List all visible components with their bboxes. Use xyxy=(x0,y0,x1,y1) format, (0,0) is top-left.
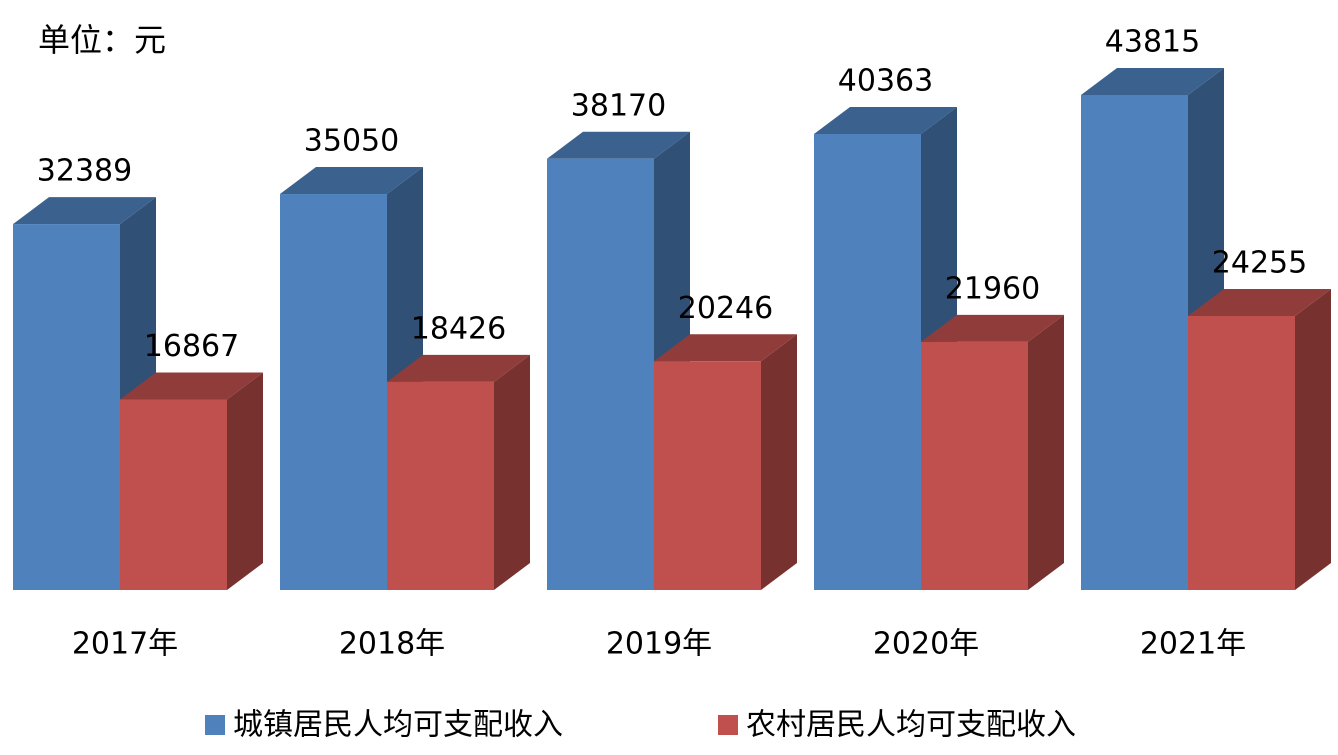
data-label: 35050 xyxy=(304,124,399,159)
data-label: 20246 xyxy=(678,291,773,326)
bar-top xyxy=(654,334,797,362)
bar-top xyxy=(1081,68,1224,95)
data-label: 16867 xyxy=(144,329,239,364)
x-tick-label: 2021年 xyxy=(1140,627,1246,662)
bar xyxy=(1188,315,1295,590)
x-tick-label: 2020年 xyxy=(873,627,979,662)
data-label: 18426 xyxy=(411,311,506,346)
bar xyxy=(654,361,761,590)
legend-swatch xyxy=(205,715,225,735)
bar-side xyxy=(1028,314,1064,590)
legend-swatch xyxy=(718,715,738,735)
bar xyxy=(120,399,227,590)
data-label: 21960 xyxy=(945,271,1040,306)
unit-label: 单位：元 xyxy=(38,21,166,59)
bar xyxy=(921,341,1028,590)
bar xyxy=(814,133,921,591)
data-label: 38170 xyxy=(571,88,666,123)
bar-top xyxy=(13,197,156,225)
bar-top xyxy=(921,314,1064,342)
bar xyxy=(1081,95,1188,590)
bar-top xyxy=(814,106,957,134)
bar-top xyxy=(120,372,263,400)
data-label: 40363 xyxy=(838,63,933,98)
data-label: 24255 xyxy=(1212,245,1307,280)
x-tick-label: 2018年 xyxy=(339,627,445,662)
bar-side xyxy=(227,372,263,590)
data-label: 43815 xyxy=(1105,25,1200,60)
bar xyxy=(547,158,654,590)
data-label: 32389 xyxy=(37,154,132,189)
legend-label: 城镇居民人均可支配收入 xyxy=(233,708,563,743)
bar-top xyxy=(1188,288,1331,316)
bar-top xyxy=(280,167,423,195)
bar-top xyxy=(387,354,530,382)
x-tick-label: 2019年 xyxy=(606,627,712,662)
bar-top xyxy=(547,131,690,159)
bar-side xyxy=(761,334,797,590)
x-tick-label: 2017年 xyxy=(72,627,178,662)
legend-label: 农村居民人均可支配收入 xyxy=(746,708,1076,743)
bar xyxy=(13,224,120,590)
bar-side xyxy=(1295,288,1331,590)
bar-side xyxy=(494,354,530,590)
bar xyxy=(280,194,387,591)
bar xyxy=(387,381,494,590)
